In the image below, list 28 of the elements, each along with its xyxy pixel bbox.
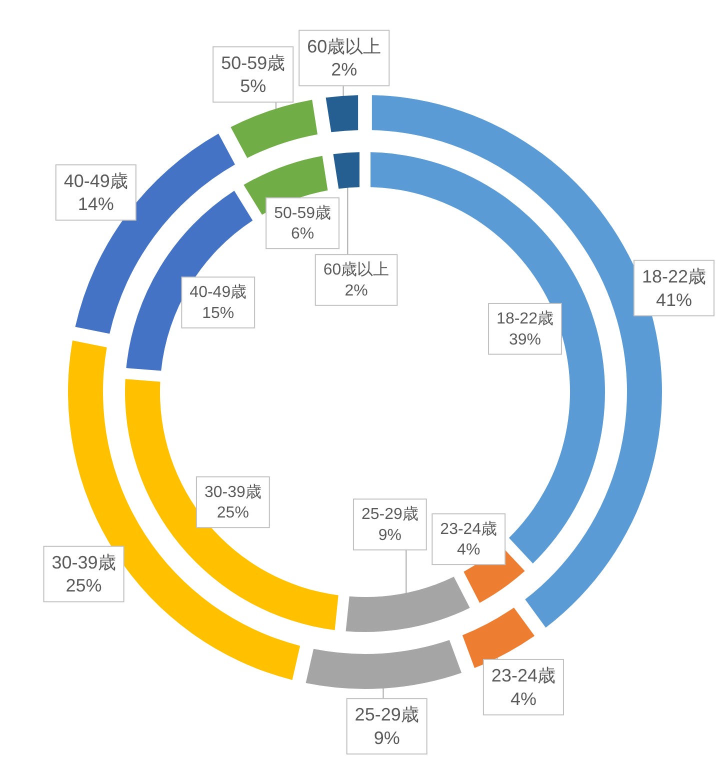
data-label: 14%	[78, 194, 114, 214]
slice-label: 18-22歳	[496, 309, 554, 328]
data-label: 2%	[331, 60, 358, 80]
data-label: 9%	[378, 526, 402, 544]
slice-label: 25-29歳	[361, 505, 418, 524]
data-label: 4%	[457, 542, 480, 559]
slice-label: 50-59歳	[221, 52, 286, 73]
slice-label: 50-59歳	[274, 204, 331, 222]
data-label: 5%	[240, 76, 266, 96]
data-label: 25%	[66, 576, 102, 596]
slice-label: 25-29歳	[354, 704, 419, 725]
slice-label: 30-39歳	[204, 482, 262, 501]
slice-label: 40-49歳	[190, 283, 247, 302]
data-label: 4%	[510, 688, 536, 709]
data-label: 25%	[216, 504, 249, 522]
data-label: 15%	[202, 304, 234, 322]
slice-label: 23-24歳	[491, 665, 556, 686]
data-label: 9%	[374, 728, 400, 748]
data-label: 2%	[344, 282, 368, 300]
data-label: 41%	[656, 290, 692, 310]
data-label: 39%	[508, 331, 542, 348]
slice-label: 60歳以上	[307, 36, 382, 56]
slice-label: 18-22歳	[642, 266, 706, 286]
slice-label: 23-24歳	[440, 520, 498, 538]
slice-label: 40-49歳	[64, 170, 128, 191]
slice-label: 60歳以上	[323, 260, 390, 279]
data-label: 6%	[290, 226, 314, 243]
slice-label: 30-39歳	[52, 552, 116, 572]
